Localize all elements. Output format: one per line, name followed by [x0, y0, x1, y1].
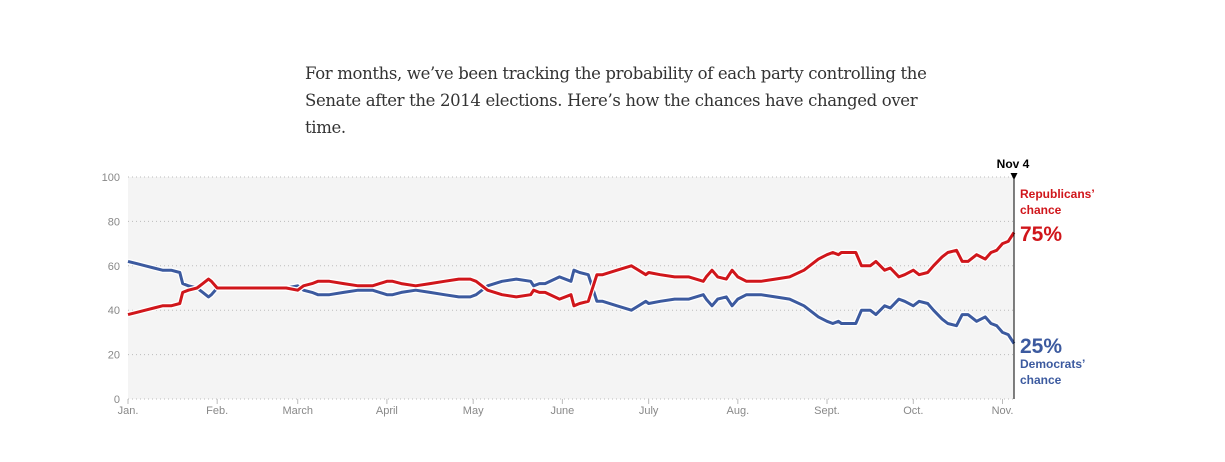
y-tick-label: 100: [102, 172, 120, 184]
y-tick-label: 80: [108, 216, 120, 228]
rep-label-line1: Republicans’: [1020, 187, 1095, 201]
x-axis-ticks: Jan. Feb. March April May June July Aug. Sept. Oc…: [118, 399, 1014, 417]
x-tick-label: April: [376, 405, 398, 417]
x-tick-label: July: [639, 405, 659, 417]
x-tick-label: June: [550, 405, 574, 417]
y-tick-label: 60: [108, 261, 120, 273]
x-tick-label: Jan.: [118, 405, 139, 417]
dem-label-line2: chance: [1020, 373, 1062, 387]
x-tick-label: Aug.: [727, 405, 750, 417]
intro-line-2: Senate after the 2014 elections. Here’s …: [305, 91, 918, 137]
x-tick-label: Oct.: [903, 405, 923, 417]
marker-date-label: Nov 4: [997, 157, 1030, 171]
x-tick-label: Nov.: [992, 405, 1014, 417]
marker-arrow-icon: [1010, 173, 1018, 180]
x-tick-label: Sept.: [814, 405, 840, 417]
rep-label-line2: chance: [1020, 203, 1062, 217]
y-tick-label: 0: [114, 394, 120, 406]
current-date-marker: Nov 4: [997, 157, 1030, 399]
x-tick-label: March: [282, 405, 313, 417]
republican-line: [127, 231, 1016, 317]
dem-final-value: 25%: [1020, 335, 1062, 358]
intro-line-1: For months, we’ve been tracking the prob…: [305, 64, 927, 83]
x-tick-label: Feb.: [206, 405, 228, 417]
dem-label-line1: Democrats’: [1020, 357, 1085, 371]
x-tick-label: May: [463, 405, 484, 417]
y-axis-ticks: 0 20 40 60 80 100: [102, 172, 120, 406]
rep-final-value: 75%: [1020, 223, 1062, 246]
y-tick-label: 40: [108, 305, 120, 317]
y-tick-label: 20: [108, 350, 120, 362]
series-lines: [127, 230, 1017, 346]
end-labels: Republicans’ chance 75% 25% Democrats’ c…: [1020, 187, 1095, 387]
intro-text: For months, we’ve been tracking the prob…: [305, 60, 945, 141]
